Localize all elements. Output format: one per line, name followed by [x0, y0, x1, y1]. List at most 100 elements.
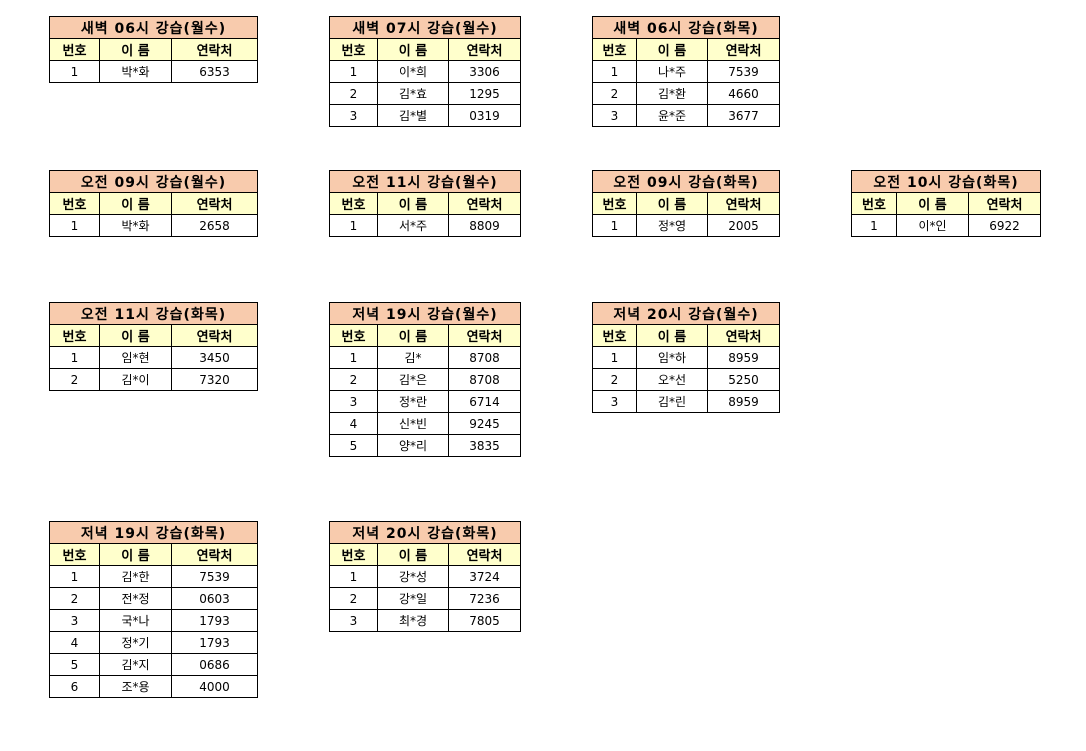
cell-name[interactable]: 임*현 — [99, 346, 172, 369]
cell-name[interactable]: 국*나 — [99, 609, 172, 632]
cell-number[interactable]: 6 — [49, 675, 100, 698]
cell-name[interactable]: 나*주 — [636, 60, 708, 83]
cell-number[interactable]: 3 — [329, 104, 378, 127]
header-number[interactable]: 번호 — [329, 324, 378, 347]
header-phone[interactable]: 연락처 — [706, 38, 781, 61]
header-phone[interactable]: 연락처 — [170, 543, 259, 566]
cell-number[interactable]: 1 — [329, 346, 378, 369]
cell-name[interactable]: 서*주 — [377, 214, 449, 237]
header-name[interactable]: 이 름 — [636, 38, 708, 61]
cell-phone[interactable]: 2005 — [706, 214, 781, 237]
header-number[interactable]: 번호 — [49, 192, 100, 215]
cell-phone[interactable]: 1793 — [170, 609, 259, 632]
header-phone[interactable]: 연락처 — [706, 192, 781, 215]
cell-name[interactable]: 신*빈 — [377, 412, 449, 435]
cell-name[interactable]: 정*기 — [99, 631, 172, 654]
cell-name[interactable]: 김*효 — [377, 82, 449, 105]
header-number[interactable]: 번호 — [329, 192, 378, 215]
cell-phone[interactable]: 6922 — [967, 214, 1042, 237]
table-title[interactable]: 새벽 07시 강습(월수) — [328, 16, 522, 39]
cell-number[interactable]: 1 — [329, 565, 378, 588]
cell-number[interactable]: 1 — [329, 214, 378, 237]
cell-number[interactable]: 1 — [49, 346, 100, 369]
cell-phone[interactable]: 3724 — [447, 565, 522, 588]
header-name[interactable]: 이 름 — [377, 192, 449, 215]
cell-name[interactable]: 임*하 — [636, 346, 708, 369]
header-number[interactable]: 번호 — [851, 192, 897, 215]
table-title[interactable]: 오전 09시 강습(월수) — [48, 170, 259, 193]
cell-phone[interactable]: 4660 — [706, 82, 781, 105]
cell-number[interactable]: 3 — [592, 390, 637, 413]
header-number[interactable]: 번호 — [49, 324, 100, 347]
header-phone[interactable]: 연락처 — [170, 38, 259, 61]
cell-phone[interactable]: 2658 — [170, 214, 259, 237]
cell-number[interactable]: 1 — [592, 346, 637, 369]
cell-number[interactable]: 2 — [592, 82, 637, 105]
table-title[interactable]: 저녁 20시 강습(월수) — [591, 302, 781, 325]
cell-number[interactable]: 1 — [49, 60, 100, 83]
cell-phone[interactable]: 3677 — [706, 104, 781, 127]
header-phone[interactable]: 연락처 — [447, 543, 522, 566]
cell-phone[interactable]: 8809 — [447, 214, 522, 237]
cell-phone[interactable]: 1793 — [170, 631, 259, 654]
cell-number[interactable]: 1 — [592, 214, 637, 237]
header-name[interactable]: 이 름 — [377, 543, 449, 566]
cell-name[interactable]: 정*영 — [636, 214, 708, 237]
cell-phone[interactable]: 6353 — [170, 60, 259, 83]
cell-phone[interactable]: 0319 — [447, 104, 522, 127]
header-phone[interactable]: 연락처 — [706, 324, 781, 347]
header-name[interactable]: 이 름 — [377, 324, 449, 347]
cell-phone[interactable]: 8708 — [447, 368, 522, 391]
cell-phone[interactable]: 3450 — [170, 346, 259, 369]
header-name[interactable]: 이 름 — [99, 543, 172, 566]
cell-name[interactable]: 강*일 — [377, 587, 449, 610]
cell-name[interactable]: 김*은 — [377, 368, 449, 391]
table-title[interactable]: 새벽 06시 강습(월수) — [48, 16, 259, 39]
cell-phone[interactable]: 5250 — [706, 368, 781, 391]
cell-phone[interactable]: 7539 — [170, 565, 259, 588]
cell-phone[interactable]: 7539 — [706, 60, 781, 83]
cell-number[interactable]: 2 — [49, 587, 100, 610]
cell-phone[interactable]: 8959 — [706, 390, 781, 413]
header-phone[interactable]: 연락처 — [447, 38, 522, 61]
cell-number[interactable]: 1 — [851, 214, 897, 237]
cell-phone[interactable]: 7805 — [447, 609, 522, 632]
header-phone[interactable]: 연락처 — [967, 192, 1042, 215]
table-title[interactable]: 오전 09시 강습(화목) — [591, 170, 781, 193]
cell-phone[interactable]: 4000 — [170, 675, 259, 698]
cell-name[interactable]: 강*성 — [377, 565, 449, 588]
cell-name[interactable]: 윤*준 — [636, 104, 708, 127]
cell-number[interactable]: 1 — [49, 565, 100, 588]
cell-number[interactable]: 2 — [329, 82, 378, 105]
header-phone[interactable]: 연락처 — [447, 192, 522, 215]
cell-name[interactable]: 김*지 — [99, 653, 172, 676]
cell-name[interactable]: 김*이 — [99, 368, 172, 391]
cell-number[interactable]: 2 — [329, 368, 378, 391]
header-name[interactable]: 이 름 — [99, 192, 172, 215]
table-title[interactable]: 저녁 19시 강습(화목) — [48, 521, 259, 544]
header-name[interactable]: 이 름 — [99, 324, 172, 347]
cell-phone[interactable]: 8959 — [706, 346, 781, 369]
cell-name[interactable]: 오*선 — [636, 368, 708, 391]
header-name[interactable]: 이 름 — [896, 192, 969, 215]
table-title[interactable]: 새벽 06시 강습(화목) — [591, 16, 781, 39]
cell-name[interactable]: 박*화 — [99, 214, 172, 237]
cell-number[interactable]: 3 — [592, 104, 637, 127]
cell-phone[interactable]: 9245 — [447, 412, 522, 435]
cell-name[interactable]: 정*란 — [377, 390, 449, 413]
cell-name[interactable]: 최*경 — [377, 609, 449, 632]
cell-name[interactable]: 김*린 — [636, 390, 708, 413]
header-number[interactable]: 번호 — [592, 192, 637, 215]
cell-number[interactable]: 1 — [592, 60, 637, 83]
header-name[interactable]: 이 름 — [377, 38, 449, 61]
cell-number[interactable]: 2 — [49, 368, 100, 391]
table-title[interactable]: 저녁 20시 강습(화목) — [328, 521, 522, 544]
header-name[interactable]: 이 름 — [99, 38, 172, 61]
header-phone[interactable]: 연락처 — [447, 324, 522, 347]
cell-name[interactable]: 이*인 — [896, 214, 969, 237]
table-title[interactable]: 오전 10시 강습(화목) — [850, 170, 1042, 193]
cell-phone[interactable]: 8708 — [447, 346, 522, 369]
header-number[interactable]: 번호 — [592, 324, 637, 347]
table-title[interactable]: 오전 11시 강습(화목) — [48, 302, 259, 325]
cell-phone[interactable]: 3306 — [447, 60, 522, 83]
